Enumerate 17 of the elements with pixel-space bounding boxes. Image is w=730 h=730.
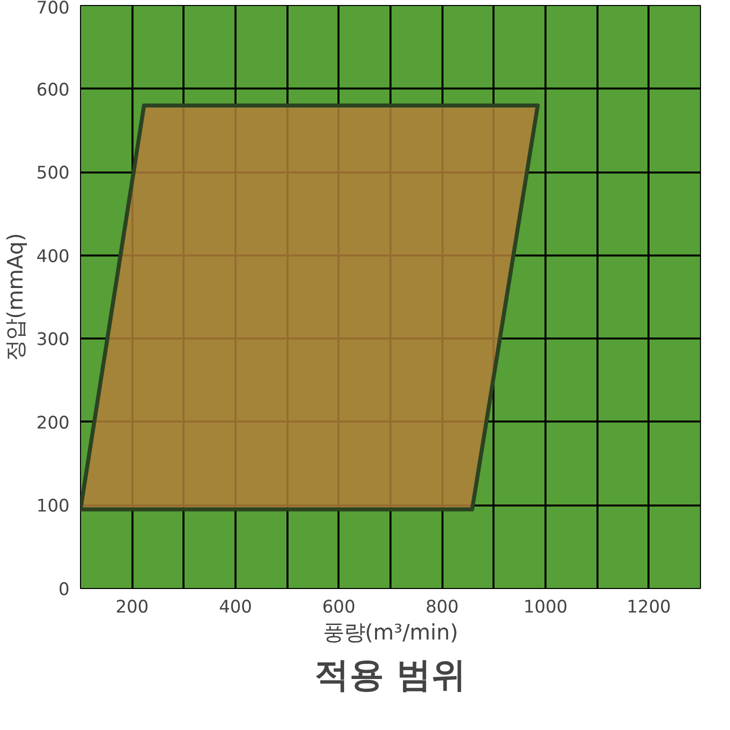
x-tick-label: 1000 xyxy=(523,598,568,618)
y-tick-label: 200 xyxy=(36,413,70,434)
y-tick-label: 100 xyxy=(36,496,70,517)
x-tick-label: 600 xyxy=(322,598,356,618)
y-axis-title: 정압(mmAq) xyxy=(3,233,28,361)
y-tick-label: 300 xyxy=(36,330,70,350)
y-tick-label: 700 xyxy=(36,0,70,18)
text: 적용 범위 xyxy=(314,656,467,696)
x-tick-label: 400 xyxy=(218,598,252,618)
x-tick-label: 200 xyxy=(116,598,149,618)
y-tick-label: 0 xyxy=(58,580,70,600)
x-tick-label: 800 xyxy=(426,598,459,618)
y-tick-label: 600 xyxy=(36,80,70,100)
x-tick-label: 1200 xyxy=(626,598,671,618)
y-tick-label: 400 xyxy=(36,246,70,267)
x-axis-title: 풍량(m³/min) xyxy=(322,620,458,646)
y-tick-label: 500 xyxy=(36,164,70,184)
